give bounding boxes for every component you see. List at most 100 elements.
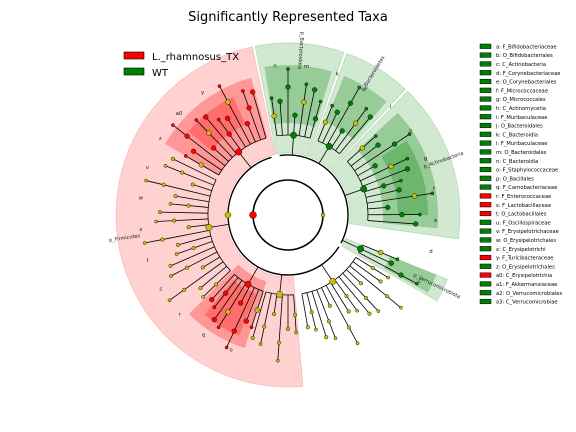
tree-node-78 [272,312,277,317]
key-label-m: m: O_Bacteroidales [496,150,547,156]
branch [414,192,433,197]
branch [331,130,343,148]
tree-node-132 [203,114,209,120]
tree-node-27 [373,134,378,138]
legend-label-rhamnosus: L._rhamnosus_TX [152,52,239,63]
branch [186,135,226,167]
legend-label-wt: WT [152,68,169,79]
tree-node-127 [184,133,190,139]
branch [271,98,275,117]
branch [294,314,297,333]
sector-letter-19: r [179,312,182,318]
tree-node-59 [367,311,372,316]
taxa-key: a: F_Bifidobacteriaceae b: O_Bifidobacter… [479,43,562,306]
tree-node-82 [244,280,252,288]
branch [311,291,327,338]
branch [362,244,381,253]
key-label-a3: a3: C_Verrucomicrobiae [496,300,558,306]
chart-title: Significantly Represented Taxa [188,10,388,25]
branch [322,112,338,144]
branch [350,144,379,167]
tree-node-86 [231,328,237,334]
branch [218,119,230,135]
tree-node-52 [386,275,390,280]
tree-node-60 [344,294,349,299]
branch [273,294,278,315]
tree-node-141 [250,89,256,95]
branch [246,123,256,143]
clade-sector-4 [384,256,437,293]
branch [219,85,229,103]
key-label-d: d: F_Corynebacteriaceae [496,71,560,77]
branch [170,267,188,277]
tree-node-13 [312,116,319,122]
tree-node-100 [167,298,172,303]
key-label-h: h: C_Actinomycetia [496,106,546,112]
branch [367,195,415,204]
tree-node-61 [355,308,359,313]
branch-arc [279,154,349,244]
sector-letter-21: t [147,258,149,264]
branch [183,261,224,291]
key-swatch-v [479,228,492,234]
branch [208,132,233,158]
tree-node-40 [385,204,391,210]
branch [321,287,331,306]
key-label-x: x: C_Erysipelotrichi [496,247,546,253]
branch [213,280,243,320]
branch [196,119,210,134]
branch-arc [252,179,324,251]
sector-letter-18: q [202,332,205,338]
tree-node-77 [276,358,280,363]
tree-node-44 [357,245,364,253]
branch [256,290,264,311]
key-label-j: j: O_Bacteroidales [495,124,543,130]
sector-letter-27: y [201,90,205,96]
tree-node-50 [329,277,337,285]
tree-node-97 [201,295,205,299]
branch [349,265,388,297]
tree-node-76 [277,340,282,345]
branch [360,165,392,182]
tree-node-70 [314,327,318,332]
tree-node-8 [286,67,290,71]
tree-node-14 [318,99,323,104]
sector-letter-7: f [433,187,435,193]
branch [205,116,237,154]
branch [215,270,231,285]
sector-letter-8: e [434,218,438,224]
branch [309,118,316,139]
key-label-r: r: F_Enterococcaceae [496,194,551,200]
key-swatch-a [479,43,492,49]
tree-node-36 [399,178,403,183]
key-label-y: y: F_Turicibacteraceae [496,256,553,262]
branch [380,252,398,260]
tree-node-92 [223,290,229,296]
tree-node-118 [144,178,148,183]
tree-node-22 [353,120,359,126]
branch [400,274,418,284]
key-label-a: a: F_Bifidobacteriaceae [496,44,557,50]
branch [355,257,374,269]
tree-node-2 [224,211,232,219]
branch [346,269,362,284]
tree-node-43 [413,221,419,227]
tree-node-79 [262,324,267,329]
key-label-k: k: C_Bacteroidia [496,132,538,138]
tree-node-26 [359,145,365,151]
key-label-p: p: O_Bacillales [496,176,534,182]
tree-node-7 [285,84,291,90]
tree-node-105 [191,246,196,251]
tree-node-35 [381,183,387,189]
branch [192,184,212,191]
tree-node-116 [173,194,178,199]
branch [304,89,316,137]
branch [156,220,175,222]
branch [386,295,402,308]
tree-node-129 [211,145,217,151]
branch [279,101,283,136]
phylum-sector-1 [254,42,345,157]
tree-node-45 [378,249,384,256]
legend-swatch-wt [123,67,145,76]
branch [263,293,272,327]
